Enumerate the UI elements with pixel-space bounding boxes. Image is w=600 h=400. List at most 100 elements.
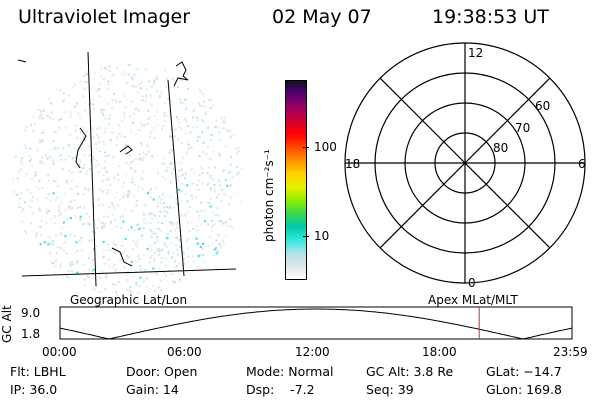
image-pixel [99,277,102,280]
image-pixel [170,182,173,185]
status-seq: Seq: 39 [366,382,414,397]
image-pixel [240,167,243,170]
mlat-label-80: 80 [493,141,508,155]
image-pixel-bright [130,260,133,263]
image-pixel [58,214,61,217]
image-pixel [129,191,132,194]
image-pixel [192,182,195,185]
image-pixel [174,229,177,232]
image-pixel [142,254,145,257]
image-pixel-bright [52,192,55,195]
image-pixel [146,290,149,293]
image-pixel [161,124,164,127]
image-pixel [146,118,149,120]
image-pixel [32,115,35,118]
image-pixel [74,156,77,159]
image-pixel [159,279,162,282]
image-pixel [51,118,54,121]
image-pixel [151,197,154,200]
image-pixel [134,85,137,88]
image-pixel [78,160,81,163]
image-pixel [58,209,60,212]
image-pixel [179,79,182,81]
image-pixel [210,219,213,222]
image-pixel-bright [166,237,169,240]
image-pixel [140,142,143,144]
image-pixel [115,191,118,194]
image-pixel [111,266,114,269]
image-pixel [101,227,104,230]
image-pixel [177,118,180,121]
status-glon: GLon: 169.8 [486,382,562,397]
image-pixel [239,150,242,153]
image-pixel [56,147,59,150]
image-pixel [41,140,44,143]
image-pixel [209,139,212,142]
image-pixel [83,278,86,281]
image-pixel-bright [75,241,78,244]
image-pixel [103,215,105,218]
image-pixel [223,243,226,246]
image-pixel [141,124,144,127]
image-pixel [25,151,28,154]
image-pixel [42,131,45,134]
image-pixel [125,161,128,164]
image-pixel [108,206,111,209]
image-pixel [209,98,212,101]
image-pixel [148,261,151,264]
image-pixel [76,102,79,105]
image-pixel [146,144,149,147]
image-pixel [187,238,190,241]
image-pixel [140,268,143,271]
image-pixel [186,200,189,203]
image-pixel [111,283,114,286]
image-pixel [122,250,125,253]
image-pixel [173,86,175,89]
image-pixel [25,232,28,235]
image-pixel [76,259,79,262]
orbit-x-tick-4: 23:59 [553,345,588,359]
image-pixel [65,240,68,243]
image-pixel [92,98,95,101]
coastline-nw [17,59,27,63]
image-pixel [52,161,55,164]
image-pixel [38,180,41,183]
image-pixel [177,200,180,203]
image-pixel [202,150,205,153]
image-pixel [157,286,160,289]
image-pixel [73,143,76,146]
image-pixel [66,275,69,278]
image-pixel [150,211,153,214]
image-pixel [123,152,126,155]
image-pixel [153,79,156,82]
image-pixel [39,209,42,212]
image-pixel [104,155,107,158]
image-pixel [215,239,218,242]
image-pixel [146,221,148,224]
image-pixel [147,122,149,125]
image-pixel [39,139,41,142]
image-pixel-bright [152,267,155,270]
image-pixel [132,112,135,115]
image-pixel [196,119,199,122]
image-pixel [130,168,133,171]
image-pixel [154,115,157,118]
image-pixel [78,158,81,161]
image-pixel [152,231,155,234]
image-pixel [198,179,201,182]
image-pixel [37,108,40,111]
image-pixel [35,232,38,235]
image-pixel [141,187,144,190]
image-pixel [76,185,79,188]
image-pixel [175,116,178,118]
image-pixel [143,218,146,221]
image-pixel [140,144,143,146]
image-pixel [208,202,211,204]
image-pixel [68,277,71,279]
image-pixel [139,87,142,90]
coastline-sw [111,247,133,267]
image-pixel [155,90,158,93]
image-pixel-bright [147,192,149,195]
image-pixel-bright [215,252,218,255]
image-pixel [145,278,148,281]
